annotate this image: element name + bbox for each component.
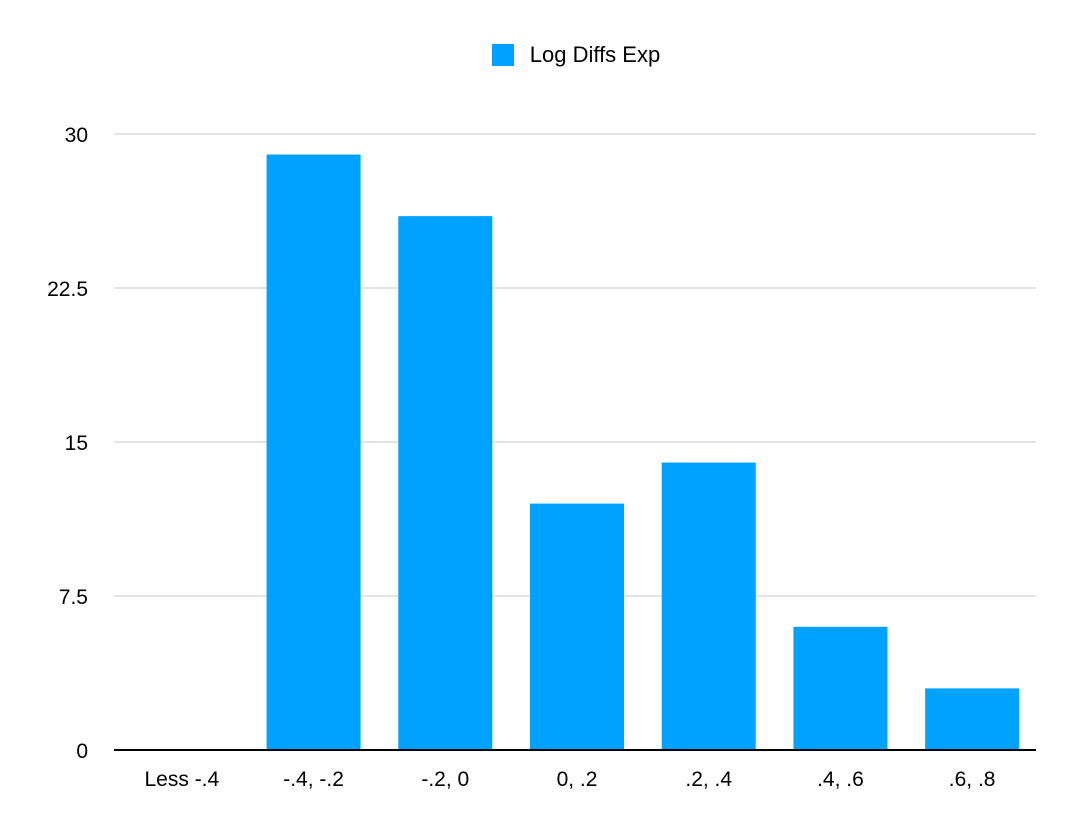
- bar: [793, 626, 888, 750]
- x-tick-label: -.2, 0: [421, 768, 469, 791]
- legend-label: Log Diffs Exp: [529, 42, 661, 67]
- x-tick-label: .2, .4: [685, 768, 732, 791]
- y-tick-label: 30: [65, 124, 88, 147]
- bar: [398, 216, 493, 751]
- chart-legend: Log Diffs Exp: [0, 42, 1092, 68]
- y-tick-label: 0: [76, 740, 88, 763]
- x-tick-label: Less -.4: [145, 768, 220, 791]
- x-tick-label: -.4, -.2: [283, 768, 344, 791]
- bar: [530, 503, 624, 750]
- y-tick-label: 15: [65, 432, 88, 455]
- y-tick-label: 7.5: [59, 586, 88, 609]
- x-tick-label: .6, .8: [949, 768, 996, 791]
- x-tick-label: .4, .6: [817, 768, 864, 791]
- y-tick-label: 22.5: [47, 278, 88, 301]
- x-tick-label: 0, .2: [557, 768, 598, 791]
- bar: [661, 462, 756, 750]
- bars: [266, 154, 1020, 751]
- y-axis-ticks: 0 7.5 15 22.5 30: [47, 124, 88, 763]
- bar: [266, 154, 361, 751]
- bar: [925, 688, 1020, 750]
- legend-swatch: [491, 44, 514, 66]
- x-axis-ticks: Less -.4 -.4, -.2 -.2, 0 0, .2 .2, .4 .4, .6.…: [145, 768, 996, 791]
